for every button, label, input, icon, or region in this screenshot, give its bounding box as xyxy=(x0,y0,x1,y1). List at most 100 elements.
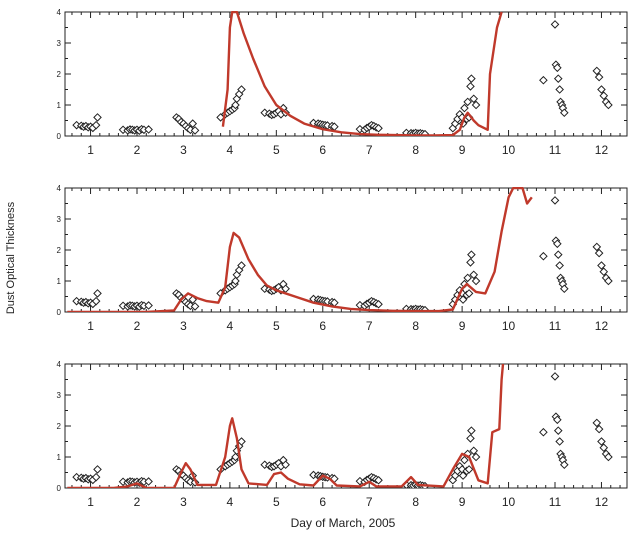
observation-point xyxy=(599,267,609,277)
y-axis-label: Dust Optical Thickness xyxy=(5,201,17,314)
observation-point xyxy=(374,475,383,485)
observation-point xyxy=(599,443,609,453)
observation-point xyxy=(237,437,246,446)
observation-point xyxy=(260,108,270,118)
observation-point xyxy=(188,119,198,128)
observation-point xyxy=(190,126,200,135)
x-tick-label: 2 xyxy=(134,495,141,509)
observation-point xyxy=(144,477,153,486)
y-tick-label: 1 xyxy=(57,453,62,462)
observation-point xyxy=(471,452,481,462)
y-tick-label: 3 xyxy=(57,391,62,400)
observation-point xyxy=(231,276,240,286)
x-tick-label: 5 xyxy=(273,495,280,509)
observation-point xyxy=(559,108,569,118)
observation-point xyxy=(592,242,602,252)
observation-point xyxy=(469,94,479,104)
observation-point xyxy=(188,295,198,304)
model-line xyxy=(67,187,533,312)
observation-point xyxy=(550,372,560,381)
y-tick-label: 3 xyxy=(57,215,62,224)
y-tick-label: 1 xyxy=(57,101,62,110)
x-tick-label: 12 xyxy=(595,495,609,509)
observation-point xyxy=(466,82,475,91)
observation-point xyxy=(374,299,383,309)
observation-point xyxy=(144,301,153,310)
observation-point xyxy=(553,250,563,259)
x-tick-label: 8 xyxy=(412,495,419,509)
observation-point xyxy=(553,63,562,73)
observation-point xyxy=(144,125,153,134)
x-tick-label: 5 xyxy=(273,319,280,333)
observation-point xyxy=(231,100,240,110)
observation-point xyxy=(539,75,548,85)
observation-point xyxy=(559,460,569,470)
observation-point xyxy=(460,455,469,465)
x-tick-label: 8 xyxy=(412,143,419,157)
y-tick-label: 0 xyxy=(57,132,62,141)
observation-point xyxy=(553,74,563,83)
observation-point xyxy=(559,284,569,294)
model-line xyxy=(221,11,503,136)
observation-point xyxy=(281,460,290,470)
panel-data xyxy=(67,187,613,312)
observation-point xyxy=(467,74,476,83)
observation-point xyxy=(553,426,563,435)
observation-point xyxy=(467,250,476,259)
observation-point xyxy=(599,91,609,101)
observation-point xyxy=(555,437,564,446)
observation-point xyxy=(604,100,613,110)
observation-point xyxy=(597,261,606,270)
axis-frame xyxy=(64,187,628,313)
observation-point xyxy=(469,446,479,456)
axis-frame xyxy=(64,11,628,137)
x-tick-label: 10 xyxy=(502,319,516,333)
observation-point xyxy=(464,289,474,298)
x-tick-label: 12 xyxy=(595,319,609,333)
observation-point xyxy=(550,20,560,29)
observation-point xyxy=(550,196,560,205)
x-tick-label: 12 xyxy=(595,143,609,157)
x-tick-label: 4 xyxy=(227,495,234,509)
x-tick-label: 7 xyxy=(366,143,373,157)
x-tick-label: 9 xyxy=(459,143,466,157)
observation-point xyxy=(463,273,472,283)
x-tick-label: 5 xyxy=(273,143,280,157)
x-tick-label: 7 xyxy=(366,319,373,333)
observation-point xyxy=(592,66,602,76)
x-axis-label: Day of March, 2005 xyxy=(291,516,396,530)
x-tick-label: 6 xyxy=(319,319,326,333)
y-tick-label: 0 xyxy=(57,308,62,317)
x-tick-label: 9 xyxy=(459,495,466,509)
y-tick-label: 1 xyxy=(57,277,62,286)
x-tick-label: 11 xyxy=(549,495,562,509)
y-tick-label: 3 xyxy=(57,39,62,48)
x-tick-label: 10 xyxy=(502,495,516,509)
axis-frame xyxy=(64,363,628,489)
observation-point xyxy=(464,465,474,474)
x-tick-label: 6 xyxy=(319,143,326,157)
observation-point xyxy=(594,248,604,258)
observation-point xyxy=(553,415,562,425)
observation-point xyxy=(93,465,102,474)
observation-point xyxy=(466,258,475,267)
observation-point xyxy=(93,289,102,298)
observation-point xyxy=(237,85,246,94)
observation-point xyxy=(471,276,481,286)
x-tick-label: 2 xyxy=(134,143,141,157)
observation-point xyxy=(594,424,604,434)
y-tick-label: 2 xyxy=(57,422,62,431)
x-tick-label: 2 xyxy=(134,319,141,333)
x-tick-label: 9 xyxy=(459,319,466,333)
y-tick-label: 4 xyxy=(57,360,62,369)
observation-point xyxy=(93,113,102,122)
x-tick-label: 4 xyxy=(227,143,234,157)
observation-point xyxy=(466,434,475,443)
observation-point xyxy=(467,426,476,435)
observation-point xyxy=(91,296,101,306)
observation-point xyxy=(539,427,548,437)
observation-point xyxy=(592,418,602,428)
